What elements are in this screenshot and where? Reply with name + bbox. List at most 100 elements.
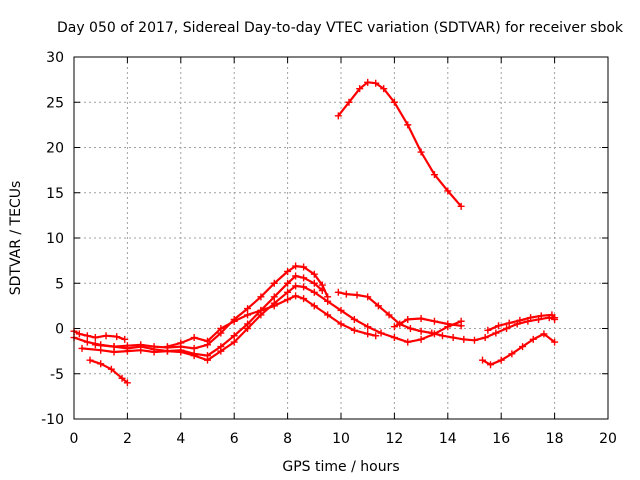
data-point (83, 332, 91, 340)
data-point (449, 334, 457, 342)
y-tick-label: 10 (46, 231, 64, 247)
data-point (91, 334, 99, 342)
data-point (217, 325, 225, 332)
x-tick-label: 6 (230, 431, 239, 447)
data-point (324, 297, 332, 305)
data-point (519, 343, 527, 351)
data-point (537, 312, 545, 320)
data-point (484, 326, 492, 334)
x-tick-label: 12 (385, 431, 403, 447)
series-arc-6 (163, 292, 380, 351)
data-point (481, 334, 489, 342)
data-point (270, 293, 278, 301)
series-arc-9 (390, 315, 465, 331)
data-point (377, 329, 385, 337)
data-point (300, 263, 308, 271)
data-point (217, 347, 225, 355)
series-arc-8 (334, 288, 559, 344)
data-point (244, 325, 252, 332)
series-arc-11 (484, 311, 559, 334)
data-point (390, 98, 398, 106)
data-point (417, 327, 425, 335)
data-point (300, 283, 308, 291)
data-point (150, 345, 158, 353)
series-arc-5 (91, 282, 465, 364)
y-tick-label: 25 (46, 95, 64, 111)
data-point (102, 332, 110, 340)
data-point (372, 332, 380, 340)
data-point (110, 343, 118, 351)
data-point (487, 361, 495, 369)
data-point (123, 344, 131, 352)
data-point (310, 279, 318, 287)
series-line (80, 274, 324, 357)
data-point (364, 330, 372, 338)
x-axis-label: GPS time / hours (282, 459, 399, 475)
data-point (86, 356, 94, 364)
series-line (72, 265, 329, 350)
data-point (284, 288, 292, 296)
series-arc-1 (70, 327, 129, 343)
data-point (551, 314, 559, 322)
data-point (417, 148, 425, 156)
series-arc-10 (479, 330, 559, 369)
data-point (310, 270, 318, 278)
data-point (118, 374, 126, 382)
data-point (244, 311, 252, 319)
data-point (350, 315, 358, 323)
series-arc-4 (78, 272, 326, 360)
x-tick-label: 10 (332, 431, 350, 447)
data-point (380, 85, 388, 93)
y-axis-label: SDTVAR / TECUs (8, 181, 24, 296)
series-arc-2 (86, 356, 131, 387)
data-point (113, 333, 121, 341)
x-tick-label: 18 (546, 431, 564, 447)
data-point (374, 302, 382, 310)
data-point (356, 85, 364, 93)
grid-lines (74, 57, 608, 419)
series-line (337, 81, 463, 208)
data-point (177, 348, 185, 356)
data-point (471, 336, 478, 344)
data-point (404, 121, 412, 129)
x-tick-label: 14 (439, 431, 457, 447)
series-line (481, 332, 556, 366)
y-tick-label: -10 (41, 412, 64, 428)
data-point (438, 332, 446, 340)
data-point (505, 319, 513, 327)
data-point (353, 291, 361, 299)
data-point (190, 334, 198, 342)
data-point (503, 325, 511, 332)
data-point (97, 346, 105, 354)
data-point (257, 306, 265, 314)
data-point (516, 316, 524, 324)
plot-frame (73, 56, 609, 420)
data-point (337, 320, 345, 328)
data-point (444, 320, 452, 328)
data-point (406, 325, 414, 332)
data-point (417, 335, 425, 343)
data-point (390, 334, 398, 342)
data-point (300, 295, 308, 303)
data-point (292, 272, 300, 280)
data-point (350, 326, 358, 334)
data-point (284, 279, 292, 287)
data-point (257, 293, 265, 301)
data-point (300, 274, 308, 282)
data-point (190, 352, 198, 360)
data-point (529, 335, 537, 343)
x-tick-label: 8 (283, 431, 292, 447)
data-point (204, 337, 211, 345)
data-point (390, 323, 398, 331)
data-point (324, 311, 332, 319)
data-point (345, 98, 353, 106)
data-point (404, 315, 412, 323)
series-arc-7 (334, 78, 465, 210)
data-point (163, 343, 171, 351)
data-point (457, 202, 465, 210)
data-point (372, 79, 380, 87)
data-point (385, 311, 393, 319)
data-point (495, 322, 503, 330)
data-point (137, 343, 145, 351)
data-point (364, 293, 372, 301)
